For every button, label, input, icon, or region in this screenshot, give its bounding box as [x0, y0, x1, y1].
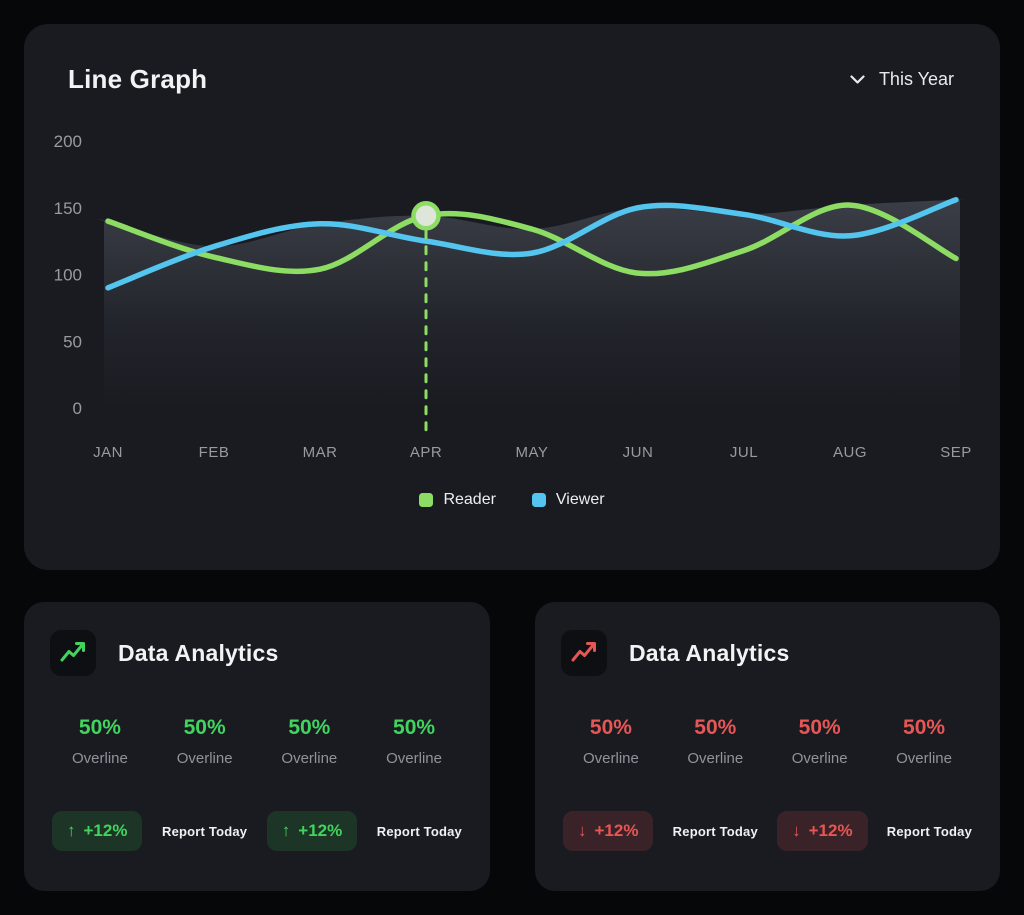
- y-axis-tick-labels: 0 50 100 150 200: [54, 132, 82, 418]
- stat-label: Overline: [791, 750, 848, 767]
- stat-label: Overline: [583, 750, 639, 767]
- badge-value: +12%: [83, 821, 128, 840]
- data-analytics-card-red: Data Analytics 50% Overline 50% Overline…: [535, 602, 1000, 891]
- year-filter-label: This Year: [878, 69, 954, 89]
- stat-label: Overline: [72, 750, 128, 767]
- analytics-title: Data Analytics: [629, 639, 790, 666]
- stat-label: Overline: [281, 750, 338, 767]
- chevron-down-icon: [850, 74, 865, 85]
- svg-text:100: 100: [54, 266, 82, 285]
- line-chart: 0 50 100 150 200 JAN FEB MAR APR MAY JUN JUL AUG SEP: [54, 132, 972, 461]
- svg-text:JUN: JUN: [623, 444, 654, 461]
- stat-item: 50% Overline: [72, 716, 128, 767]
- stat-item: 50% Overline: [896, 716, 952, 767]
- badge-caption: Report Today: [162, 823, 248, 839]
- stat-value: 50%: [78, 716, 121, 739]
- badge-caption: Report Today: [672, 823, 758, 839]
- stats-row: 50% Overline 50% Overline 50% Overline 5…: [561, 716, 974, 767]
- arrow-down-icon: ↓: [578, 821, 587, 840]
- chart-highlight-marker[interactable]: [411, 201, 441, 435]
- analytics-header: Data Analytics: [561, 630, 974, 676]
- svg-text:MAR: MAR: [303, 444, 338, 461]
- data-analytics-card-green: Data Analytics 50% Overline 50% Overline…: [24, 602, 490, 891]
- analytics-title: Data Analytics: [118, 639, 279, 666]
- svg-text:JAN: JAN: [93, 444, 123, 461]
- stat-label: Overline: [176, 750, 233, 767]
- badge-value: +12%: [594, 821, 639, 840]
- svg-text:MAY: MAY: [516, 444, 549, 461]
- svg-text:0: 0: [73, 399, 82, 418]
- analytics-header: Data Analytics: [50, 630, 464, 676]
- year-filter-dropdown[interactable]: This Year: [850, 69, 954, 90]
- svg-text:APR: APR: [410, 444, 442, 461]
- arrow-up-icon: ↑: [281, 821, 291, 840]
- arrow-down-icon: ↓: [792, 821, 801, 840]
- stat-value: 50%: [798, 716, 841, 739]
- legend-label: Reader: [443, 491, 496, 508]
- legend-item-viewer[interactable]: Viewer: [531, 491, 605, 509]
- growth-badge: ↑ +12%: [266, 811, 358, 851]
- badge-value: +12%: [808, 821, 853, 840]
- badge-caption: Report Today: [886, 823, 972, 839]
- decline-badge: ↓ +12%: [777, 811, 868, 851]
- page-title: Line Graph: [68, 64, 208, 94]
- analytics-row: Data Analytics 50% Overline 50% Overline…: [24, 602, 1000, 891]
- stat-value: 50%: [589, 716, 632, 739]
- stat-item: 50% Overline: [281, 716, 337, 767]
- chart-legend: Reader Viewer: [24, 491, 1000, 509]
- badge-caption: Report Today: [376, 823, 462, 839]
- trend-down-icon: [561, 630, 607, 676]
- stat-item: 50% Overline: [687, 716, 743, 767]
- stat-value: 50%: [903, 716, 946, 739]
- trend-up-icon: [50, 630, 96, 676]
- growth-badge: ↑ +12%: [52, 811, 143, 851]
- stats-row: 50% Overline 50% Overline 50% Overline 5…: [50, 716, 464, 767]
- svg-text:150: 150: [54, 199, 82, 218]
- svg-text:50: 50: [63, 332, 82, 351]
- legend-item-reader[interactable]: Reader: [419, 491, 496, 509]
- badge-value: +12%: [298, 821, 343, 840]
- x-axis-month-labels: JAN FEB MAR APR MAY JUN JUL AUG SEP: [93, 444, 972, 461]
- stat-item: 50% Overline: [792, 716, 848, 767]
- decline-badge: ↓ +12%: [563, 811, 654, 851]
- reader-swatch-icon: [419, 493, 434, 507]
- line-graph-header: Line Graph This Year: [24, 24, 1000, 95]
- chart-series-lines: [105, 196, 959, 291]
- stat-label: Overline: [386, 750, 442, 767]
- svg-text:SEP: SEP: [940, 444, 972, 461]
- badges-row: ↑ +12% Report Today ↑ +12% Report Today: [50, 811, 464, 851]
- stat-value: 50%: [288, 716, 331, 739]
- arrow-up-icon: ↑: [67, 821, 76, 840]
- legend-label: Viewer: [555, 491, 605, 508]
- line-graph-card: Line Graph This Year 0 50 100 150 200 JAN FEB…: [24, 24, 1000, 570]
- stat-item: 50% Overline: [583, 716, 639, 767]
- svg-text:JUL: JUL: [730, 444, 758, 461]
- svg-text:AUG: AUG: [833, 444, 867, 461]
- stat-value: 50%: [183, 716, 226, 739]
- stat-value: 50%: [393, 716, 436, 739]
- stat-label: Overline: [687, 750, 744, 767]
- stat-item: 50% Overline: [386, 716, 442, 767]
- viewer-swatch-icon: [531, 493, 546, 507]
- stat-value: 50%: [694, 716, 737, 739]
- badges-row: ↓ +12% Report Today ↓ +12% Report Today: [561, 811, 974, 851]
- stat-item: 50% Overline: [177, 716, 233, 767]
- svg-text:200: 200: [54, 132, 82, 151]
- stat-label: Overline: [896, 750, 952, 767]
- svg-text:FEB: FEB: [199, 444, 230, 461]
